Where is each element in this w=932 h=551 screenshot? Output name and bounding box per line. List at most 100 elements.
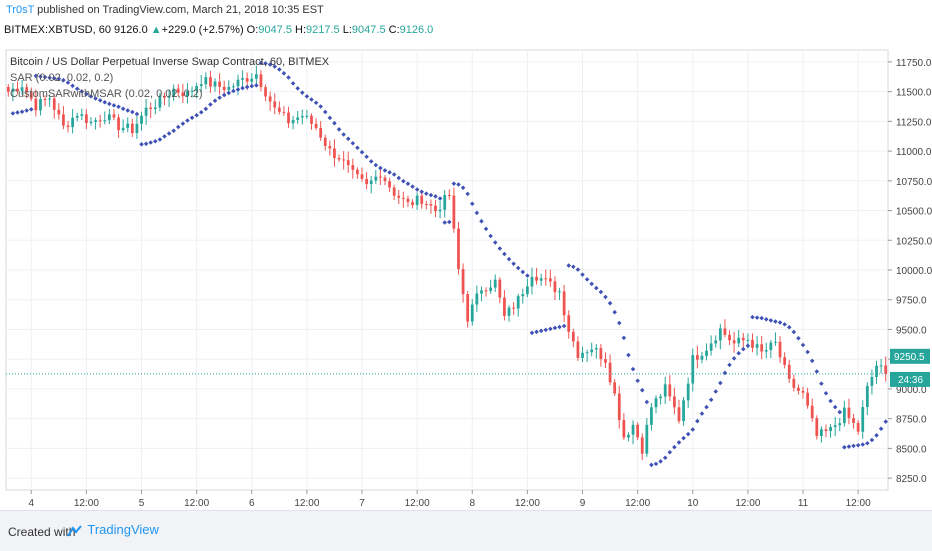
sar-point [630,366,636,372]
candle-body [11,88,15,92]
sar-point [796,335,801,341]
price-change: +229.0 (+2.57%) [161,24,244,36]
sar-point [805,349,810,355]
candle-body [654,398,658,408]
candle-body [650,407,653,425]
sar-point [42,74,48,80]
sar-point [47,75,52,80]
sar-point [814,369,820,374]
candle-body [310,115,313,124]
candle-body [241,78,244,80]
candle-body [52,98,56,110]
candle-body [820,429,823,437]
candle-body [484,290,488,292]
candle-body [526,286,529,295]
candle-body [535,276,538,281]
candle-body [379,176,382,178]
candle-body [824,429,828,432]
candle-body [356,169,359,175]
x-tick-label: 12:00 [515,498,540,509]
y-tick-label: 10000.0 [896,266,932,277]
candle-body [153,107,157,110]
sar-point [855,442,861,448]
y-tick-label: 8500.0 [896,444,927,455]
candle-body [333,148,336,158]
candle-body [590,349,594,353]
tradingview-logo[interactable]: TradingView [66,522,159,538]
chart-area[interactable]: 8250.08500.08750.09000.09250.09500.09750… [0,40,932,510]
candle-body [737,337,741,344]
sar-point [713,389,718,394]
candle-body [732,340,736,344]
ticker-bar: BITMEX:XBTUSD, 60 9126.0 ▲+229.0 (+2.57%… [0,22,932,40]
symbol-label[interactable]: BITMEX:XBTUSD, 60 [4,24,111,36]
candle-body [277,107,281,112]
x-tick-label: 8 [469,498,475,509]
sar-point [754,315,760,320]
sar-point [639,387,645,393]
sar-point [107,101,112,107]
sar-point [502,251,507,257]
candle-body [503,297,506,316]
candle-body [48,98,52,100]
sar-point [240,85,245,91]
candle-body [401,197,405,199]
candle-body [815,418,819,437]
candle-body [314,123,318,128]
candle-body [810,405,814,419]
candle-body [420,195,424,204]
candle-body [305,115,309,117]
candle-body [75,115,79,118]
candle-body [728,334,731,341]
candle-body [493,279,497,288]
candle-body [645,424,649,454]
candle-body [218,81,221,87]
candle-body [751,339,754,348]
candle-body [879,365,883,367]
y-tick-label: 8250.0 [896,474,927,485]
candle-body [461,269,465,295]
candle-body [20,87,24,91]
candle-body [769,342,773,351]
candle-body [388,181,391,188]
price-chart[interactable]: 8250.08500.08750.09000.09250.09500.09750… [0,40,932,510]
candle-body [512,307,515,309]
countdown-text: 24:36 [898,375,923,386]
sar-point [607,300,613,306]
candle-body [25,87,29,93]
sar-point [102,99,108,105]
candle-body [199,84,203,87]
candle-body [875,365,878,378]
y-tick-label: 8750.0 [896,415,927,426]
sar-point [878,426,884,432]
sar-point [800,342,806,348]
close-label: C: [388,24,400,36]
candle-body [558,291,561,293]
candle-body [571,331,575,342]
sar-point [768,318,774,323]
candle-body [567,315,571,332]
sar-point [777,320,783,325]
candle-body [498,279,502,298]
sar-point [658,459,663,464]
candle-body [135,123,139,134]
candle-body [870,377,874,386]
candle-body [861,407,865,432]
sar-point [860,442,865,447]
candle-body [163,95,166,98]
candle-body [507,307,511,316]
candle-body [264,87,267,97]
candle-body [346,160,350,166]
low-value: 9047.5 [351,24,386,36]
candle-body [599,348,603,360]
candle-body [236,79,240,87]
candle-body [700,355,704,360]
close-value: 9126.0 [399,24,434,36]
sar-point [176,124,181,130]
open-label: O: [246,24,259,36]
sar-point [561,323,567,329]
candle-body [847,407,851,419]
author-link[interactable]: Tr0sT [6,4,35,16]
candle-body [144,107,148,116]
sar-point [116,104,121,110]
